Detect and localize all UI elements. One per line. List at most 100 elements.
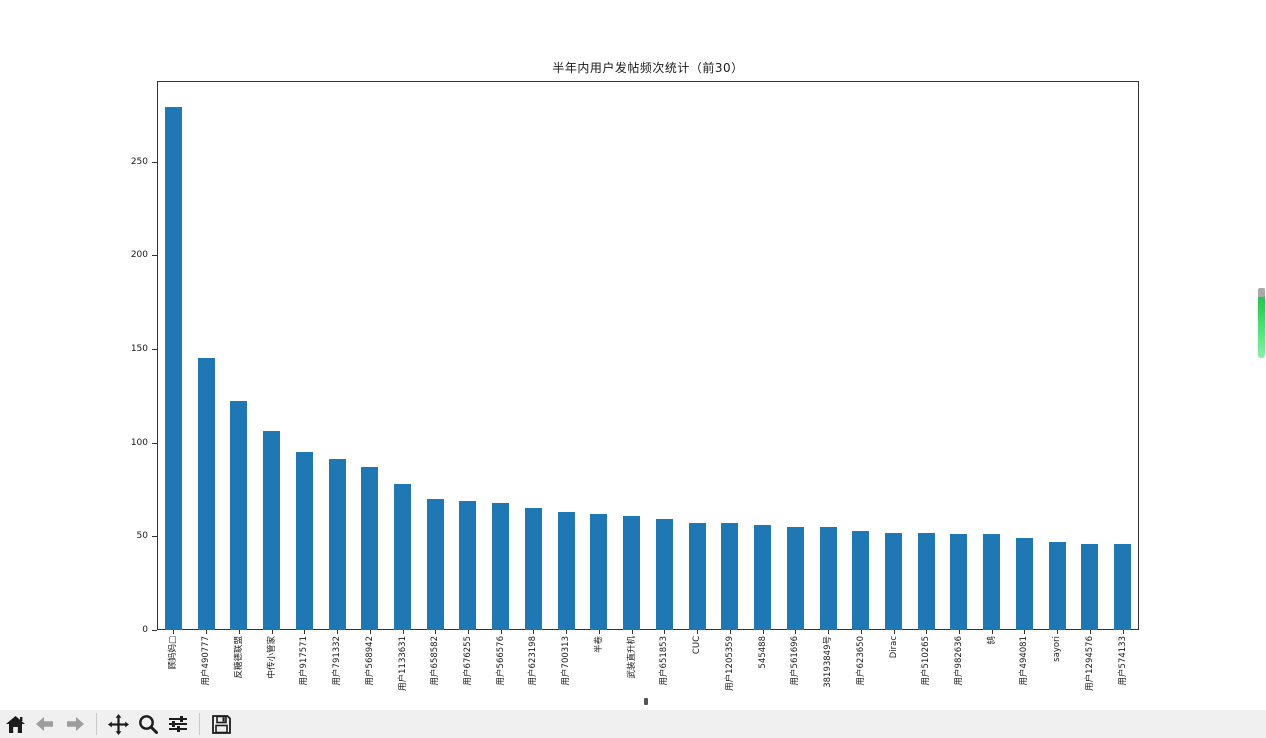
x-tick-mark — [1122, 630, 1124, 634]
back-button[interactable] — [33, 712, 57, 736]
x-tick-mark — [828, 630, 830, 634]
x-tick-mark — [337, 630, 339, 634]
bar — [524, 508, 542, 630]
bar — [1015, 538, 1033, 630]
x-tick-label: 中传小管家 — [266, 636, 277, 679]
bar — [623, 515, 641, 630]
y-tick-label: 100 — [130, 437, 148, 448]
x-tick-mark — [926, 630, 928, 634]
home-button[interactable] — [3, 712, 27, 736]
x-tick-label: 半卷 — [593, 636, 604, 654]
x-tick-label: 用户1133631 — [397, 636, 408, 691]
bar — [394, 483, 411, 630]
sliders-icon — [168, 715, 188, 733]
bar — [197, 358, 215, 630]
x-tick-label: 用户917571 — [299, 636, 310, 686]
matplotlib-figure: 半年内用户发帖频次统计（前30） 0 50 100 150 200 250 顾妈妈□ 用户49… — [130, 61, 1139, 705]
bar — [426, 498, 444, 630]
x-tick-label: Dirac — [888, 636, 899, 659]
x-tick-label: 用户623198 — [528, 636, 539, 686]
x-tick-label: 用户791332 — [332, 636, 343, 686]
x-tick-mark — [795, 630, 797, 634]
toolbar-separator — [199, 713, 200, 735]
save-button[interactable] — [209, 712, 233, 736]
x-tick-mark — [402, 630, 404, 634]
bar — [590, 513, 608, 630]
x-tick-label: 用户494081 — [1019, 636, 1030, 686]
x-tick-mark — [1057, 630, 1059, 634]
x-tick-label: sayori — [1052, 636, 1063, 662]
x-tick-label: 鸫 — [986, 636, 997, 645]
x-tick-label: 用户658582 — [430, 636, 441, 686]
x-tick-mark — [369, 630, 371, 634]
x-tick-label: 顾妈妈□ — [168, 636, 179, 670]
x-tick-mark — [664, 630, 666, 634]
y-tick-label: 50 — [136, 531, 148, 542]
scrollbar-thumb[interactable] — [1258, 288, 1265, 358]
bar — [328, 459, 346, 630]
bar — [655, 519, 673, 630]
x-tick-label: 武装直升机 — [626, 636, 637, 679]
plot-area — [157, 81, 1139, 630]
y-tick-mark — [152, 536, 157, 538]
x-tick-mark — [697, 630, 699, 634]
back-arrow-icon — [36, 717, 54, 731]
x-tick-mark — [435, 630, 437, 634]
chart-title: 半年内用户发帖频次统计（前30） — [552, 61, 744, 75]
x-tick-label: 反糖德联盟 — [233, 636, 244, 679]
x-tick-mark — [566, 630, 568, 634]
bar — [230, 401, 248, 630]
toolbar-separator — [96, 713, 97, 735]
bar — [950, 534, 968, 630]
bar — [688, 523, 706, 630]
scrollbar-thumb-green — [1258, 297, 1265, 358]
pan-button[interactable] — [106, 712, 130, 736]
scrollbar-thumb-cap — [1258, 288, 1265, 297]
bar — [754, 525, 772, 630]
zoom-button[interactable] — [136, 712, 160, 736]
x-tick-mark — [729, 630, 731, 634]
bar — [557, 511, 575, 630]
y-tick-mark — [152, 348, 157, 350]
x-tick-label: 用户568942 — [364, 636, 375, 686]
bar — [1048, 541, 1066, 630]
clipped-xlabel-fragment — [644, 698, 648, 705]
configure-subplots-button[interactable] — [166, 712, 190, 736]
zoom-magnifier-icon — [138, 714, 158, 734]
x-tick-mark — [173, 630, 175, 634]
bar — [295, 451, 313, 630]
y-tick-mark — [152, 255, 157, 257]
x-tick-label: 用户1294576 — [1084, 636, 1095, 691]
bar — [459, 500, 477, 630]
bar — [164, 107, 182, 630]
bar — [721, 523, 739, 630]
forward-button[interactable] — [63, 712, 87, 736]
y-tick-label: 250 — [130, 156, 148, 167]
bar — [819, 526, 837, 630]
x-tick-mark — [271, 630, 273, 634]
x-tick-label: 用户510265 — [921, 636, 932, 686]
x-tick-mark — [991, 630, 993, 634]
bar — [885, 532, 902, 630]
pan-arrows-icon — [107, 713, 129, 735]
bar — [492, 502, 510, 630]
x-tick-label: 545488 — [757, 636, 768, 669]
x-tick-label: 用户982636 — [953, 636, 964, 686]
x-tick-mark — [500, 630, 502, 634]
bar — [786, 526, 804, 630]
x-tick-mark — [304, 630, 306, 634]
y-tick-mark — [152, 442, 157, 444]
x-tick-label: 用户490777 — [201, 636, 212, 686]
matplotlib-navigation-toolbar — [0, 710, 1266, 738]
x-tick-label: 用户676255 — [462, 636, 473, 686]
x-tick-mark — [762, 630, 764, 634]
x-tick-label: 用户561696 — [790, 636, 801, 686]
bar — [983, 534, 1001, 630]
y-tick-mark — [152, 161, 157, 163]
x-tick-label: 38193849号 — [823, 636, 834, 688]
bar — [1114, 543, 1132, 630]
y-tick-mark — [152, 630, 157, 631]
x-tick-label: CUC — [692, 636, 703, 655]
save-floppy-icon — [211, 714, 231, 734]
x-tick-mark — [238, 630, 240, 634]
